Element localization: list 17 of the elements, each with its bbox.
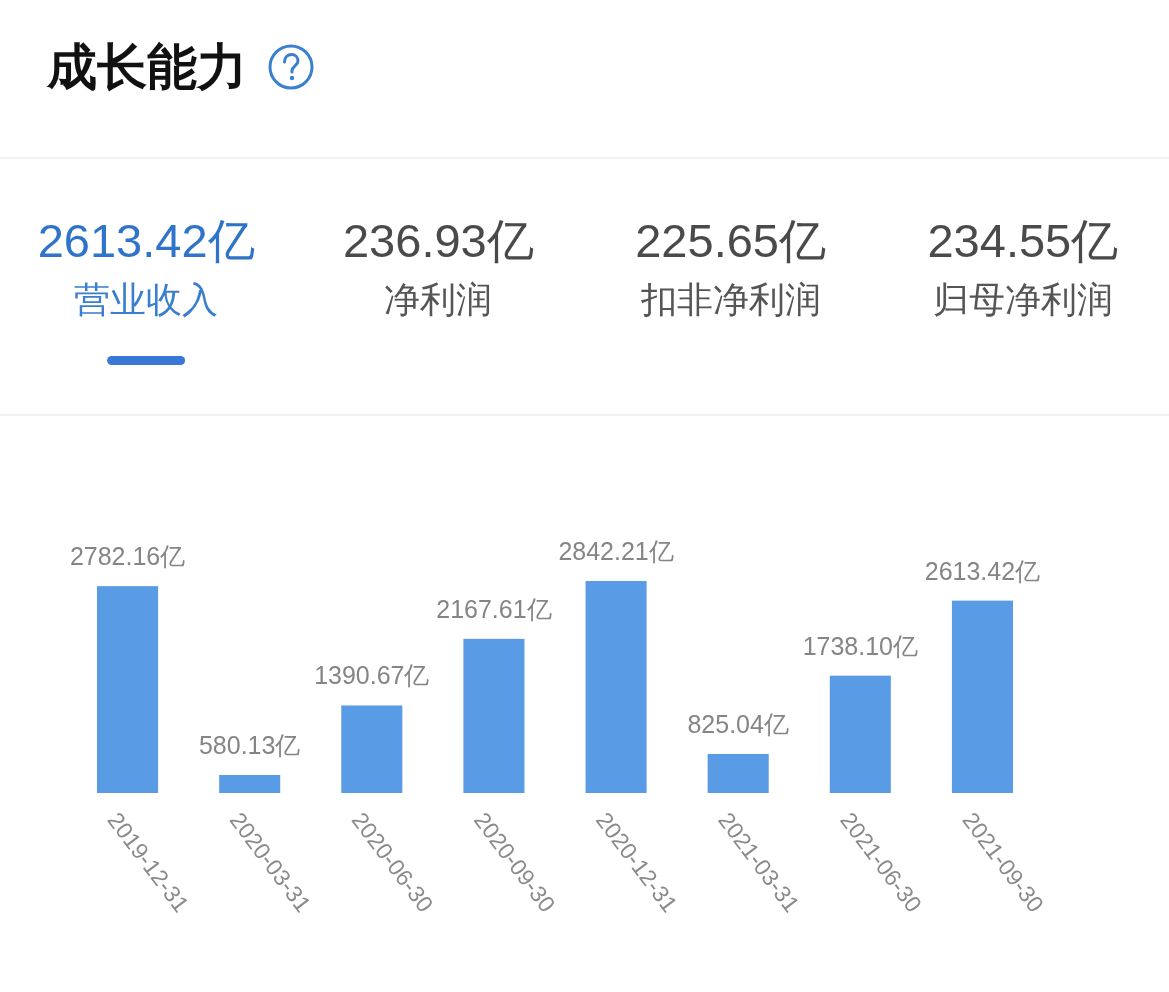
data-label: 1390.67亿 (314, 661, 430, 690)
data-label: 2613.42亿 (924, 556, 1041, 585)
text: 营业收入 (74, 279, 219, 320)
text: 236.93亿 (342, 214, 534, 267)
data-label: 825.04亿 (687, 709, 789, 738)
text: 2613.42亿 (37, 214, 255, 267)
text: 234.55亿 (927, 214, 1119, 267)
data-label: 2842.21亿 (558, 537, 674, 565)
text: 225.65亿 (635, 214, 827, 267)
text: 扣非净利润 (639, 279, 821, 320)
data-label: 2782.16亿 (69, 542, 186, 571)
data-label: 580.13亿 (198, 730, 301, 759)
data-label: 1738.10亿 (802, 631, 918, 660)
text: 归母净利润 (932, 279, 1113, 320)
data-label: 2167.61亿 (436, 594, 552, 623)
text: 成长能力 (46, 39, 247, 95)
text: 净利润 (384, 279, 493, 320)
